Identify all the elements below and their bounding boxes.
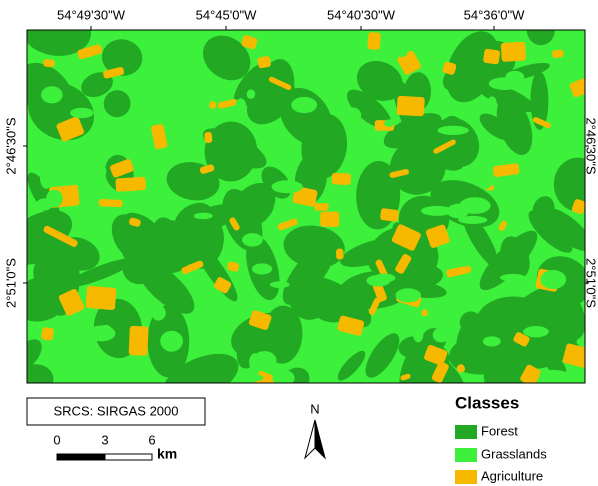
scale-unit: km bbox=[157, 446, 177, 462]
land-patch bbox=[41, 86, 63, 103]
land-patch bbox=[401, 314, 417, 331]
land-patch bbox=[98, 199, 122, 207]
legend-label: Agriculture bbox=[481, 468, 543, 483]
land-patch bbox=[320, 212, 339, 227]
scale-label: 3 bbox=[101, 432, 108, 447]
land-patch bbox=[236, 98, 246, 111]
land-patch bbox=[549, 76, 563, 95]
land-patch bbox=[242, 233, 263, 246]
land-patch bbox=[437, 126, 469, 135]
legend-title: Classes bbox=[455, 393, 519, 412]
land-patch bbox=[204, 132, 212, 143]
land-patch bbox=[314, 203, 329, 211]
land-patch bbox=[40, 168, 53, 189]
land-patch bbox=[413, 328, 423, 343]
land-patch bbox=[389, 316, 399, 332]
land-patch bbox=[384, 119, 394, 127]
top-coordinate-label: 54°40'30"W bbox=[327, 7, 396, 22]
land-patch bbox=[43, 59, 55, 68]
scale-segment bbox=[57, 454, 105, 460]
crs-label: SRCS: SIRGAS 2000 bbox=[54, 403, 179, 418]
map-figure: SRCS: SIRGAS 2000 0 3 6 km N Classes For… bbox=[0, 0, 598, 486]
top-coordinate-label: 54°36'0"W bbox=[464, 7, 525, 22]
land-patch bbox=[194, 213, 213, 220]
land-patch bbox=[333, 21, 351, 42]
land-patch bbox=[483, 48, 501, 64]
land-patch bbox=[115, 177, 146, 192]
land-patch bbox=[151, 305, 165, 320]
land-patch bbox=[291, 97, 317, 113]
land-patch bbox=[491, 150, 502, 159]
top-coordinate-label: 54°49'30"W bbox=[57, 7, 126, 22]
land-patch bbox=[209, 101, 216, 109]
left-coordinate-label: 2°51'0"S bbox=[3, 258, 18, 308]
land-patch bbox=[249, 375, 263, 382]
legend-swatch bbox=[455, 425, 477, 439]
land-patch bbox=[86, 162, 106, 180]
land-patch bbox=[41, 327, 55, 341]
land-patch bbox=[388, 50, 407, 58]
land-patch bbox=[421, 206, 453, 216]
land-patch bbox=[247, 89, 255, 99]
land-patch bbox=[501, 42, 526, 62]
land-patch bbox=[336, 249, 344, 260]
land-patch bbox=[380, 208, 399, 222]
land-patch bbox=[500, 274, 526, 282]
land-patch bbox=[47, 339, 75, 354]
land-patch bbox=[433, 328, 450, 343]
land-patch bbox=[444, 260, 475, 267]
land-patch bbox=[129, 326, 149, 356]
land-patch bbox=[160, 331, 183, 352]
land-patch bbox=[249, 353, 261, 371]
arrow-half bbox=[305, 420, 315, 458]
land-patch bbox=[523, 326, 549, 337]
land-cover-raster bbox=[0, 1, 598, 424]
land-patch bbox=[270, 281, 290, 288]
land-patch bbox=[459, 197, 490, 214]
scale-label: 6 bbox=[148, 432, 155, 447]
land-patch bbox=[540, 270, 566, 289]
legend-label: Forest bbox=[481, 423, 518, 438]
land-patch bbox=[396, 288, 421, 302]
land-patch bbox=[70, 108, 93, 118]
land-patch bbox=[366, 275, 390, 286]
land-patch bbox=[271, 180, 302, 193]
land-patch bbox=[539, 370, 567, 379]
land-patch bbox=[274, 201, 290, 212]
land-patch bbox=[272, 370, 294, 386]
land-patch bbox=[331, 173, 351, 186]
land-patch bbox=[83, 310, 94, 331]
land-patch bbox=[85, 286, 116, 311]
scale-bar bbox=[57, 454, 152, 460]
land-patch bbox=[458, 216, 487, 224]
top-coordinate-label: 54°45'0"W bbox=[196, 7, 257, 22]
land-patch bbox=[344, 107, 361, 123]
land-patch bbox=[252, 263, 272, 274]
north-label: N bbox=[310, 401, 319, 416]
land-patch bbox=[519, 281, 527, 295]
north-arrow bbox=[305, 420, 325, 458]
land-patch bbox=[36, 198, 53, 210]
land-patch bbox=[487, 96, 496, 108]
page: {"map": { "top_labels": ["54°49'30\"W", … bbox=[0, 0, 598, 486]
land-patch bbox=[99, 325, 112, 337]
land-patch bbox=[483, 336, 501, 346]
land-patch bbox=[145, 39, 175, 57]
scale-segment bbox=[105, 454, 152, 460]
scale-label: 0 bbox=[53, 432, 60, 447]
legend: Forest Grasslands Agriculture bbox=[455, 423, 547, 484]
left-coordinate-label: 2°46'30"S bbox=[3, 117, 18, 174]
legend-label: Grasslands bbox=[481, 446, 547, 461]
arrow-half bbox=[315, 420, 325, 458]
legend-swatch bbox=[455, 448, 477, 462]
land-patch bbox=[476, 169, 493, 190]
land-patch bbox=[367, 32, 381, 50]
land-patch bbox=[296, 36, 310, 50]
land-patch bbox=[81, 198, 100, 216]
land-patch bbox=[489, 77, 520, 90]
land-patch bbox=[396, 96, 424, 117]
legend-swatch bbox=[455, 470, 477, 484]
